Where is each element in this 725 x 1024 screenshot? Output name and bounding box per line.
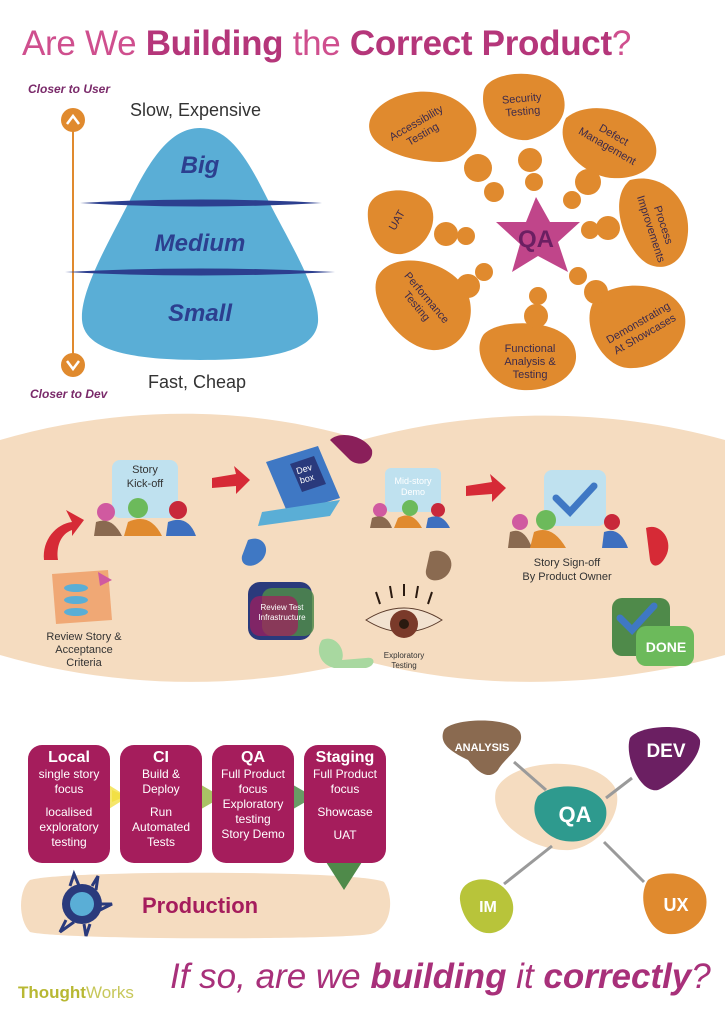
- stage-name: CI: [153, 749, 169, 766]
- analysis-label: ANALYSIS: [455, 742, 510, 754]
- arrow-up-icon: [61, 108, 85, 132]
- svg-text:SecurityTesting: SecurityTesting: [501, 91, 543, 119]
- stage-name: Staging: [315, 749, 375, 766]
- im-label: IM: [479, 899, 497, 916]
- page-title: Are We Building the Correct Product?: [22, 24, 631, 63]
- analysis-shape: [442, 720, 522, 776]
- stage-qa: QA Full Product focus Exploratory testin…: [212, 745, 294, 863]
- mid-story-board: [385, 468, 441, 512]
- kickoff-label: Story: [132, 464, 158, 476]
- fast-cheap-label: Fast, Cheap: [148, 372, 247, 392]
- stage-local: Local single story focus localised explo…: [28, 745, 110, 863]
- pyramid-shape: [81, 128, 319, 360]
- done-label: DONE: [646, 639, 686, 655]
- slow-expensive-label: Slow, Expensive: [130, 100, 262, 120]
- roles-diagram: [442, 720, 707, 935]
- review-story-label: Review Story &: [46, 631, 122, 643]
- dev-shape: [628, 727, 701, 791]
- production-band: [21, 872, 391, 939]
- pyramid-level-medium: Medium: [154, 230, 246, 257]
- arrow-right-icon: [212, 466, 250, 494]
- footer-question: If so, are we building it correctly?: [170, 957, 711, 996]
- signoff-board: [544, 470, 606, 526]
- story-flow: [43, 435, 694, 668]
- ux-shape: [643, 873, 707, 935]
- signoff-label: Story Sign-off: [534, 557, 601, 569]
- pyramid-level-small: Small: [167, 300, 233, 327]
- curve-arrow-icon: [43, 510, 84, 560]
- qa-role-shape: [534, 786, 607, 842]
- check-icon: [552, 482, 598, 518]
- stage-staging: Staging Full Product focus Showcase UAT: [304, 745, 386, 863]
- story-band: [0, 413, 725, 682]
- ux-label: UX: [663, 895, 688, 915]
- thoughtworks-logo: ThoughtWorks: [18, 983, 134, 1002]
- im-shape: [459, 879, 514, 934]
- roles-qa-label: QA: [559, 802, 592, 827]
- stage-name: Local: [48, 749, 90, 766]
- stage-name: QA: [241, 749, 265, 766]
- stage-ci: CI Build & Deploy Run Automated Tests: [120, 745, 202, 863]
- pyramid-level-big: Big: [180, 152, 220, 179]
- pyramid-divider-top: [80, 199, 322, 207]
- exploratory-label: Exploratory: [384, 651, 424, 660]
- qa-star-icon: [496, 197, 580, 272]
- arrow-down-icon: [61, 353, 85, 377]
- qa-flower: [367, 73, 689, 391]
- closer-user-label: Closer to User: [28, 82, 111, 96]
- qa-center-label: QA: [518, 226, 554, 253]
- dev-label: DEV: [646, 741, 685, 762]
- dev-box-label: Dev: [295, 462, 314, 476]
- review-test-label: Review Test: [261, 603, 305, 612]
- test-pyramid: [61, 108, 335, 377]
- production-label: Production: [142, 893, 259, 918]
- pipeline: [21, 782, 391, 939]
- kickoff-board: [112, 460, 178, 518]
- closer-dev-label: Closer to Dev: [30, 387, 108, 401]
- pyramid-divider-bottom: [65, 268, 335, 276]
- mid-story-label: Mid-story: [394, 476, 432, 486]
- svg-text:Devbox: Devbox: [295, 462, 316, 486]
